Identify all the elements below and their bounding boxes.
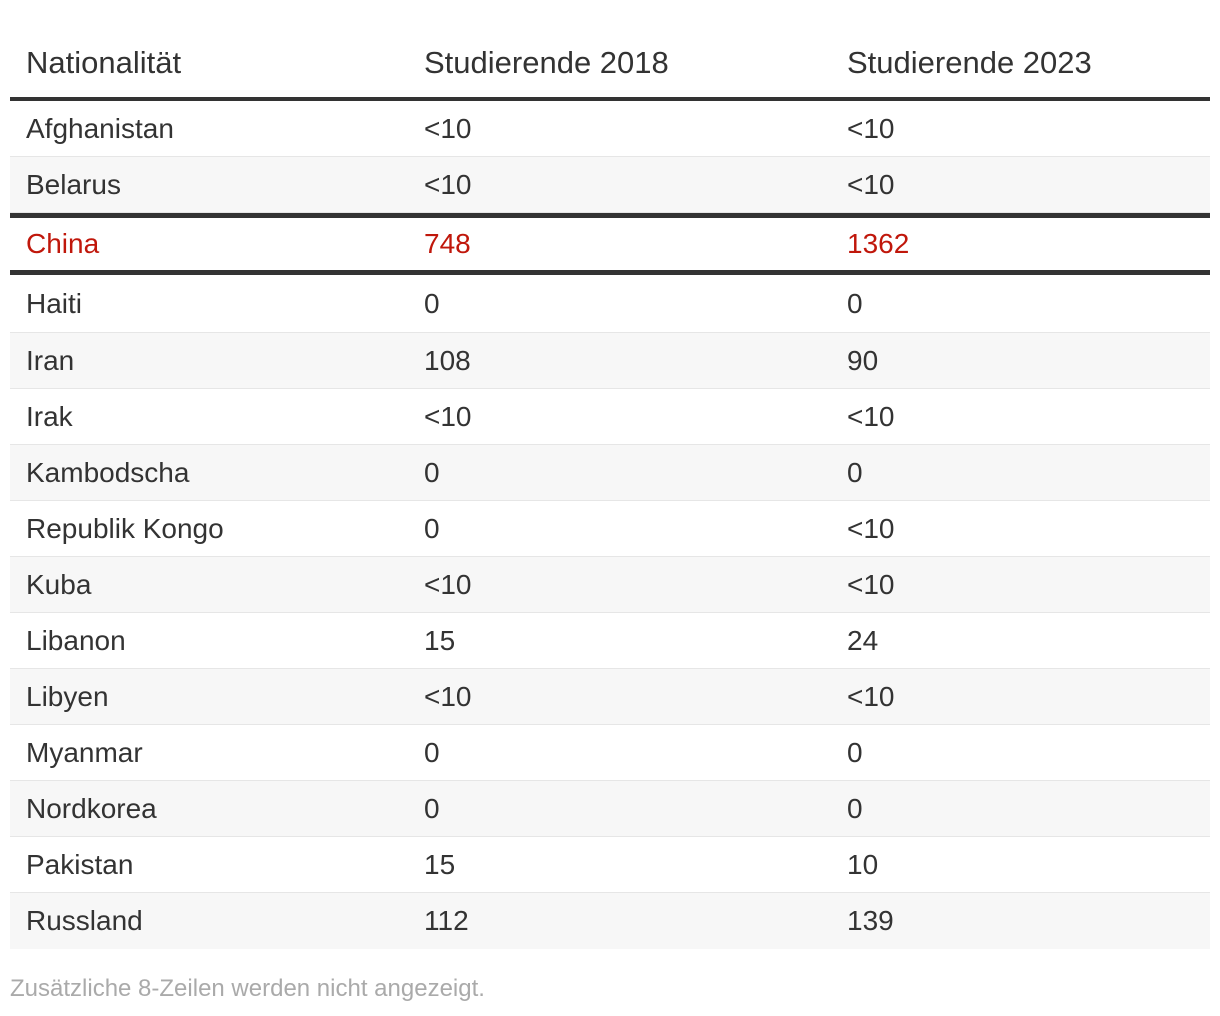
cell-students-2018: 112 xyxy=(424,905,469,936)
cell-students-2023: 0 xyxy=(847,736,863,768)
cell-nationality: Libyen xyxy=(26,680,109,712)
table-row: Afghanistan <10 <10 xyxy=(10,101,1210,157)
hidden-rows-note: Zusätzliche 8-Zeilen werden nicht angeze… xyxy=(10,975,485,1002)
table-body: Afghanistan <10 <10 Belarus <10 <10 China 748 13… xyxy=(10,101,1210,949)
cell-students-2018: <10 xyxy=(424,400,472,432)
cell-students-2018: 0 xyxy=(424,456,440,488)
column-header-students-2018[interactable]: Studierende 2018 xyxy=(424,44,669,80)
table-row: Kambodscha 0 0 xyxy=(10,445,1210,501)
cell-nationality: Kambodscha xyxy=(26,456,190,488)
cell-students-2023: <10 xyxy=(847,568,895,600)
cell-students-2018: <10 xyxy=(424,168,472,200)
cell-students-2018: 0 xyxy=(424,792,440,824)
table-row: Kuba <10 <10 xyxy=(10,557,1210,613)
column-header-students-2023[interactable]: Studierende 2023 xyxy=(847,44,1092,80)
cell-students-2023: <10 xyxy=(847,680,895,712)
table-header: Nationalität Studierende 2018 Studierend… xyxy=(10,28,1210,101)
cell-nationality: Russland xyxy=(26,905,143,936)
cell-students-2018: 15 xyxy=(424,624,456,656)
cell-students-2018: <10 xyxy=(424,112,472,144)
cell-nationality: Irak xyxy=(26,400,73,432)
cell-students-2018: 0 xyxy=(424,512,440,544)
table-row-highlighted: China 748 1362 xyxy=(10,213,1210,275)
cell-nationality: Republik Kongo xyxy=(26,512,224,544)
cell-students-2018: <10 xyxy=(424,568,472,600)
cell-nationality: Myanmar xyxy=(26,736,143,768)
cell-nationality: Belarus xyxy=(26,168,121,200)
cell-students-2023: 90 xyxy=(847,344,879,376)
data-table: Nationalität Studierende 2018 Studierend… xyxy=(10,28,1210,949)
cell-students-2023: 10 xyxy=(847,848,879,880)
cell-students-2023: 24 xyxy=(847,624,879,656)
cell-nationality: Kuba xyxy=(26,568,92,600)
cell-students-2023: 0 xyxy=(847,792,863,824)
cell-nationality: Haiti xyxy=(26,287,83,319)
table-row: Pakistan 15 10 xyxy=(10,837,1210,893)
cell-students-2023: <10 xyxy=(847,168,895,200)
table-row: Republik Kongo 0 <10 xyxy=(10,501,1210,557)
table-row: Irak <10 <10 xyxy=(10,389,1210,445)
table-row: Libanon 15 24 xyxy=(10,613,1210,669)
cell-nationality: Afghanistan xyxy=(26,112,174,144)
table-row: Iran 108 90 xyxy=(10,333,1210,389)
cell-nationality: Pakistan xyxy=(26,848,134,880)
cell-nationality: Nordkorea xyxy=(26,792,157,824)
table-row: Libyen <10 <10 xyxy=(10,669,1210,725)
cell-nationality: Iran xyxy=(26,344,75,376)
cell-students-2023: <10 xyxy=(847,112,895,144)
cell-students-2018: 0 xyxy=(424,736,440,768)
cell-students-2023: 0 xyxy=(847,456,863,488)
table-row: Nordkorea 0 0 xyxy=(10,781,1210,837)
cell-students-2023: 0 xyxy=(847,287,863,319)
cell-students-2018: 108 xyxy=(424,344,471,376)
table-row: Belarus <10 <10 xyxy=(10,157,1210,213)
cell-students-2018: 15 xyxy=(424,848,456,880)
cell-students-2023: 1362 xyxy=(847,228,910,259)
cell-nationality: Libanon xyxy=(26,624,126,656)
table-row: Russland 112 139 xyxy=(10,893,1210,949)
table-row: Myanmar 0 0 xyxy=(10,725,1210,781)
column-header-nationality[interactable]: Nationalität xyxy=(26,44,182,80)
cell-students-2018: 0 xyxy=(424,287,440,319)
cell-students-2018: <10 xyxy=(424,680,472,712)
cell-students-2023: 139 xyxy=(847,905,894,936)
cell-students-2023: <10 xyxy=(847,512,895,544)
cell-students-2018: 748 xyxy=(424,228,471,259)
table-row: Haiti 0 0 xyxy=(10,275,1210,333)
cell-nationality: China xyxy=(26,228,100,259)
cell-students-2023: <10 xyxy=(847,400,895,432)
